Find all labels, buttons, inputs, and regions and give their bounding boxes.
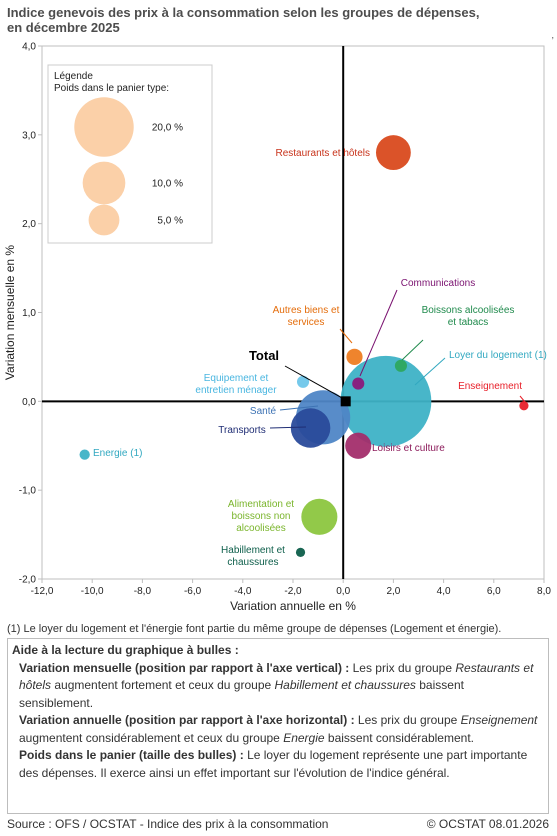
chart-title-line-2: en décembre 2025 xyxy=(7,20,120,35)
y-tick-label: 4,0 xyxy=(22,42,36,53)
label-total: Total xyxy=(249,348,279,363)
source-note: Source : OFS / OCSTAT - Indice des prix … xyxy=(7,817,329,831)
legend-box xyxy=(47,64,213,244)
x-tick-label: -10,0 xyxy=(81,586,104,597)
x-tick-label: -4,0 xyxy=(234,586,252,597)
label-restaurants-et-hotels: Restaurants et hôtels xyxy=(276,148,371,159)
legend-bubble xyxy=(74,97,134,157)
x-tick-label: -2,0 xyxy=(284,586,302,597)
label-sante: Santé xyxy=(250,406,277,417)
y-tick-label: 1,0 xyxy=(22,308,36,319)
x-tick-label: -6,0 xyxy=(184,586,202,597)
x-tick-label: 2,0 xyxy=(386,586,400,597)
leader-line-enseignement xyxy=(519,395,526,403)
bubble-boissons-alcoolisees-et-tabacs xyxy=(394,359,407,372)
x-tick-label: 8,0 xyxy=(537,586,551,597)
legend-label: 10,0 % xyxy=(152,179,183,190)
reading-help-paragraph-annual: Variation annuelle (position par rapport… xyxy=(19,713,538,745)
bubble-equipement-et-entretien-menager xyxy=(296,375,310,388)
y-tick-label: 0,0 xyxy=(22,397,36,408)
leader-line-sante xyxy=(279,405,319,411)
bubble-energie-1 xyxy=(79,449,90,460)
legend-label: 20,0 % xyxy=(152,123,183,134)
reading-help-heading: Aide à la lecture du graphique à bulles … xyxy=(12,643,239,657)
bubble-transports xyxy=(290,408,331,448)
label-equipement-et-entretien-menager: Equipement et entretien ménager xyxy=(195,373,277,396)
x-tick-label: -8,0 xyxy=(134,586,152,597)
legend-label: 5,0 % xyxy=(157,216,183,227)
label-loyer-du-logement-1: Loyer du logement (1) xyxy=(449,350,547,361)
bubble-restaurants-et-hotels xyxy=(375,135,411,171)
legend-subtitle: Poids dans le panier type: xyxy=(54,83,169,94)
total-marker xyxy=(340,396,351,407)
y-axis-title: Variation mensuelle en % xyxy=(3,245,17,381)
y-tick-label: -1,0 xyxy=(19,486,37,497)
reading-help-box: Aide à la lecture du graphique à bulles … xyxy=(7,638,549,814)
label-transports: Transports xyxy=(218,425,265,436)
bubble-loyer-du-logement-1 xyxy=(340,355,432,447)
label-energie-1: Energie (1) xyxy=(93,448,142,459)
label-loisirs-et-culture: Loisirs et culture xyxy=(372,443,445,454)
bubble-communications xyxy=(352,377,365,390)
bubble-chart: -12,0 -10,0 -8,0 -6,0 -4,0 -2,0 0,0 2,0 4,0 6,0 8,… xyxy=(3,42,551,614)
y-tick-label: 2,0 xyxy=(22,219,36,230)
leader-line-communications xyxy=(359,289,398,377)
leader-line-loyer-du-logement-1 xyxy=(414,357,446,386)
chart-title: Indice genevois des prix à la consommati… xyxy=(7,5,479,35)
label-alimentation-et-boissons-non-alcoolisees: Alimentation et boissons non alcoolisées xyxy=(228,499,294,534)
x-tick-label: -12,0 xyxy=(31,586,54,597)
corner-mark: , xyxy=(551,30,554,40)
x-tick-label: 0,0 xyxy=(336,586,350,597)
x-tick-label: 6,0 xyxy=(487,586,501,597)
leader-line-total xyxy=(284,365,343,399)
reading-help-paragraph-monthly: Variation mensuelle (position par rappor… xyxy=(19,660,534,710)
bubble-autres-biens-et-services xyxy=(346,348,363,366)
label-communications: Communications xyxy=(401,278,475,289)
bubble-enseignement xyxy=(519,401,529,411)
y-tick-label: 3,0 xyxy=(22,130,36,141)
label-autres-biens-et-services: Autres biens et services xyxy=(273,305,340,328)
legend-bubble xyxy=(82,161,126,205)
footnote: (1) Le loyer du logement et l'énergie fo… xyxy=(7,623,502,635)
label-boissons-alcoolisees-et-tabacs: Boissons alcoolisées et tabacs xyxy=(422,305,515,328)
label-enseignement: Enseignement xyxy=(458,381,522,392)
copyright-note: © OCSTAT 08.01.2026 xyxy=(426,817,549,831)
bubble-alimentation-et-boissons-non-alcoolisees xyxy=(301,498,338,535)
leader-line-transports xyxy=(269,426,307,429)
bubble-loisirs-et-culture xyxy=(345,432,372,459)
legend-bubble xyxy=(88,204,120,236)
legend-title: Légende xyxy=(54,71,93,82)
chart-title-line-1: Indice genevois des prix à la consommati… xyxy=(7,5,480,20)
reading-help-paragraph-weight: Poids dans le panier (taille des bulles)… xyxy=(19,748,528,780)
y-tick-label: -2,0 xyxy=(19,575,37,586)
x-tick-label: 4,0 xyxy=(437,586,451,597)
leader-line-autres-biens-et-services xyxy=(339,328,353,344)
label-habillement-et-chaussures: Habillement et chaussures xyxy=(221,545,285,568)
leader-line-boissons-alcoolisees-et-tabacs xyxy=(401,339,424,361)
bubble-habillement-et-chaussures xyxy=(295,547,306,557)
x-axis-title: Variation annuelle en % xyxy=(230,599,356,613)
